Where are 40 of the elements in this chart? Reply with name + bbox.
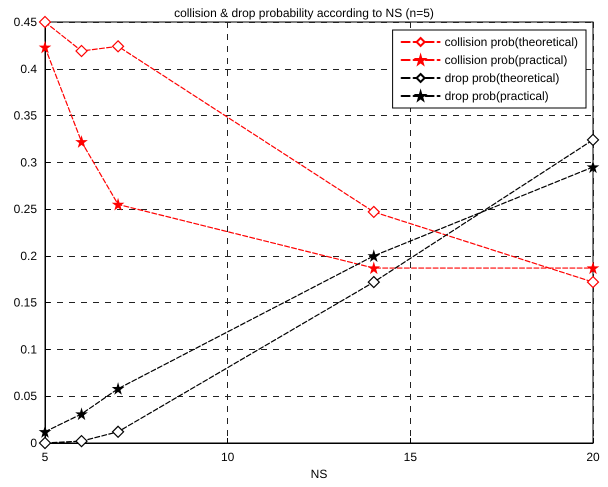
y-tick-label: 0 [30, 436, 38, 450]
point [40, 426, 50, 437]
y-tick-label: 0.4 [20, 62, 38, 76]
legend-label: drop prob(practical) [444, 89, 549, 103]
x-tick-label: 10 [220, 450, 235, 464]
legend-label: collision prob(theoretical) [444, 35, 578, 49]
chart-title: collision & drop probability according to NS (n=5) [174, 6, 434, 20]
point [368, 250, 379, 261]
x-axis-title: NS [310, 466, 328, 481]
point [112, 426, 124, 438]
point [112, 384, 124, 394]
point [76, 136, 87, 147]
point [586, 134, 600, 146]
point [40, 42, 50, 52]
point [368, 206, 380, 218]
x-tick-label: 20 [586, 450, 600, 464]
y-tick-label: 0.15 [14, 296, 38, 310]
point [368, 262, 379, 274]
point [112, 40, 124, 52]
x-tick-label: 15 [404, 450, 418, 464]
y-tick-label: 0.2 [20, 248, 38, 263]
y-tick-label: 0.45 [14, 15, 38, 29]
point [112, 199, 124, 210]
point [75, 435, 88, 448]
point [588, 162, 598, 172]
point [586, 276, 600, 288]
point [588, 262, 598, 274]
point [76, 408, 87, 420]
legend-label: collision prob(practical) [444, 53, 568, 67]
y-tick-label: 0.05 [14, 389, 38, 404]
point [38, 436, 52, 450]
point [75, 44, 88, 58]
y-tick-label: 0.1 [20, 342, 38, 356]
y-tick-label: 0.35 [14, 108, 38, 123]
x-tick-label: 5 [42, 450, 49, 464]
point [38, 16, 52, 28]
point [368, 276, 380, 288]
legend-label: drop prob(theoretical) [444, 71, 560, 85]
y-tick-label: 0.3 [20, 155, 38, 170]
y-tick-label: 0.25 [14, 202, 38, 216]
